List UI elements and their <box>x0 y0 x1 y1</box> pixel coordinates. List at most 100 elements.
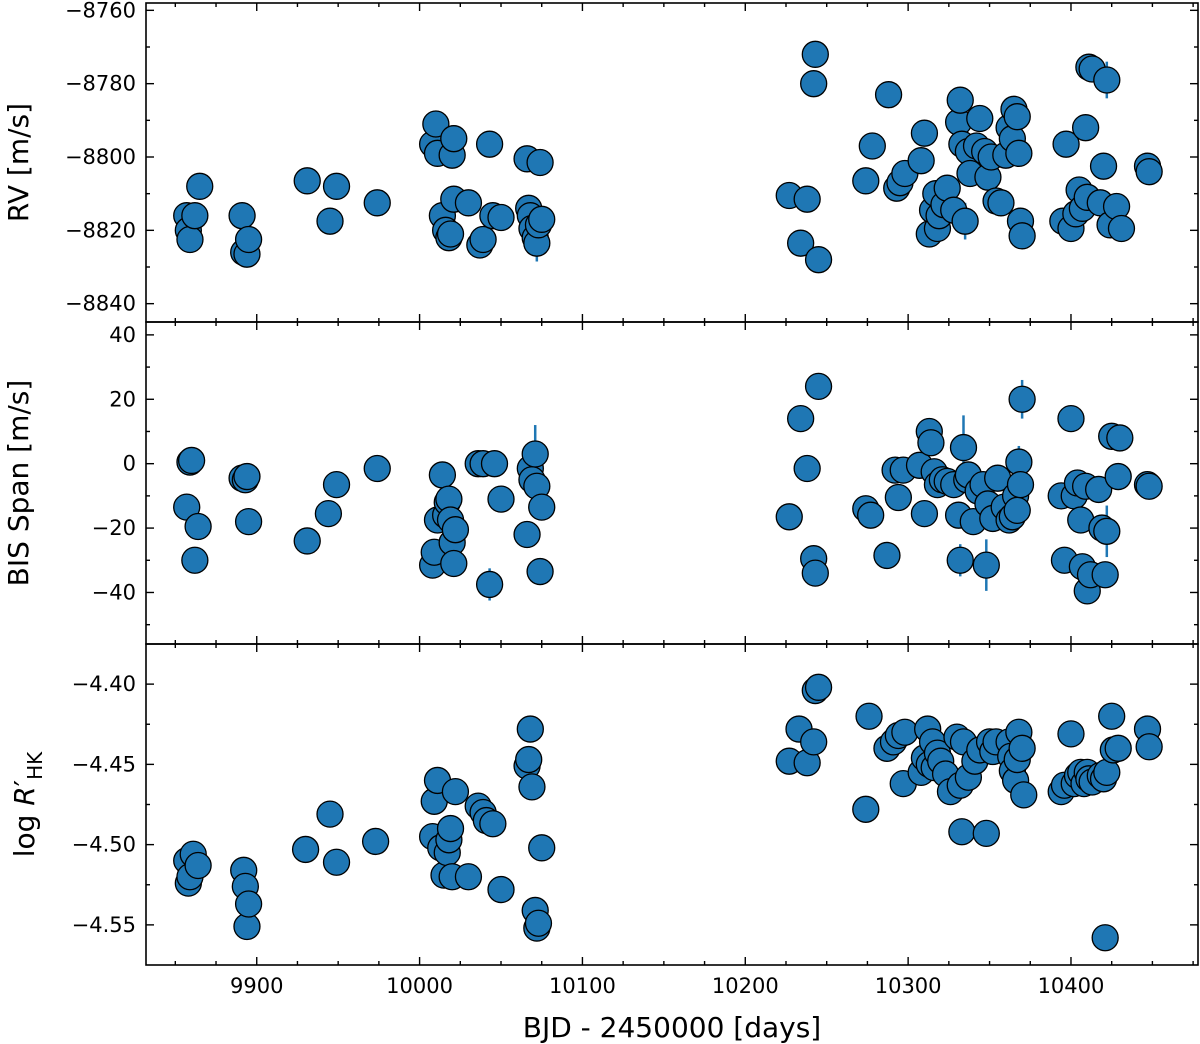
data-point <box>469 225 497 254</box>
x-tick-label: 10000 <box>386 974 453 998</box>
data-point <box>480 450 509 478</box>
data-point <box>228 202 256 230</box>
data-point <box>858 132 886 160</box>
data-point <box>891 718 919 746</box>
data-point <box>528 493 556 521</box>
data-point <box>787 229 815 257</box>
data-point <box>322 848 351 876</box>
data-point <box>949 433 978 462</box>
data-point <box>528 834 556 862</box>
data-point <box>516 715 544 743</box>
data-point <box>454 863 483 891</box>
x-tick-label: 10400 <box>1038 974 1105 998</box>
data-point <box>487 875 515 904</box>
panel-1: −8760 −8780 −8800 −8820 −8840 RV [m/s] <box>2 0 1199 323</box>
data-point <box>801 559 829 587</box>
data-point <box>1104 462 1132 491</box>
data-point <box>475 570 504 599</box>
plot-frame <box>145 643 1199 966</box>
data-point <box>987 189 1015 217</box>
data-point <box>1071 114 1100 142</box>
data-point <box>804 372 833 401</box>
data-point <box>234 507 263 536</box>
data-point <box>966 104 994 133</box>
data-point <box>1089 152 1118 180</box>
x-tick-label: 9900 <box>230 974 283 998</box>
data-point <box>184 851 212 880</box>
data-point <box>316 800 344 828</box>
y-tick-label: −4.45 <box>72 752 136 776</box>
data-point <box>804 246 833 274</box>
data-point <box>436 814 465 843</box>
y-tick-label: −8760 <box>65 0 136 22</box>
y-axis-label: log R′HK <box>8 751 47 857</box>
data-point <box>946 546 974 574</box>
data-point <box>440 125 468 153</box>
data-point <box>1008 222 1036 250</box>
data-point <box>1104 734 1132 762</box>
data-point <box>775 503 803 531</box>
data-point <box>852 167 880 195</box>
data-point <box>852 795 880 823</box>
y-tick-label: −8840 <box>65 292 136 316</box>
data-point <box>234 890 263 918</box>
y-tick-label: 20 <box>109 387 136 411</box>
data-point <box>521 440 549 468</box>
data-point <box>181 546 209 574</box>
data-point <box>946 86 974 114</box>
panel-2: 40 20 0 −20 −40 BIS Span [m/s] <box>2 321 1199 645</box>
data-point <box>422 110 450 138</box>
data-point <box>454 189 483 217</box>
data-point <box>528 205 556 233</box>
data-point <box>857 501 885 529</box>
data-point <box>1135 472 1163 500</box>
data-point <box>526 557 554 586</box>
y-tick-label: 40 <box>109 323 136 347</box>
data-point <box>800 728 828 756</box>
data-point <box>972 819 1000 848</box>
data-point <box>291 835 320 864</box>
y-tick-label: −20 <box>92 516 136 540</box>
y-axis-label: RV [m/s] <box>2 103 35 222</box>
data-point <box>884 483 913 512</box>
data-point <box>948 818 976 846</box>
data-point <box>322 470 351 499</box>
data-point <box>1052 130 1080 158</box>
y-tick-label: −8780 <box>65 72 136 96</box>
data-point <box>293 527 321 555</box>
data-point <box>1091 924 1119 952</box>
data-point <box>293 167 321 195</box>
data-point <box>475 130 504 158</box>
data-point <box>1003 103 1031 131</box>
data-point <box>479 810 507 838</box>
data-point <box>874 81 903 109</box>
data-point <box>1085 475 1113 504</box>
data-point <box>972 551 1000 579</box>
data-point <box>1098 702 1126 730</box>
data-point <box>363 454 391 483</box>
data-point <box>487 203 515 232</box>
data-point <box>513 520 541 549</box>
x-tick-label: 10300 <box>875 974 942 998</box>
x-axis-label: BJD - 2450000 [days] <box>523 1011 821 1044</box>
data-point <box>184 512 212 541</box>
data-point <box>436 220 465 248</box>
data-point <box>787 404 815 433</box>
data-point <box>951 207 979 235</box>
y-tick-label: −4.55 <box>72 913 136 937</box>
data-point <box>873 541 901 570</box>
data-point <box>1135 733 1163 761</box>
data-point <box>793 185 821 213</box>
data-point <box>314 499 343 528</box>
data-point <box>907 147 935 175</box>
data-point <box>1005 139 1033 167</box>
y-tick-label: −40 <box>92 580 136 604</box>
data-point <box>518 773 546 801</box>
data-point <box>428 461 457 489</box>
data-point <box>793 454 821 483</box>
data-point <box>1093 517 1121 545</box>
panel-3: −4.40 −4.45 −4.50 −4.55 9900 10000 10100 10200 1… <box>8 643 1199 1044</box>
data-point <box>1091 561 1119 589</box>
data-point <box>910 499 939 528</box>
